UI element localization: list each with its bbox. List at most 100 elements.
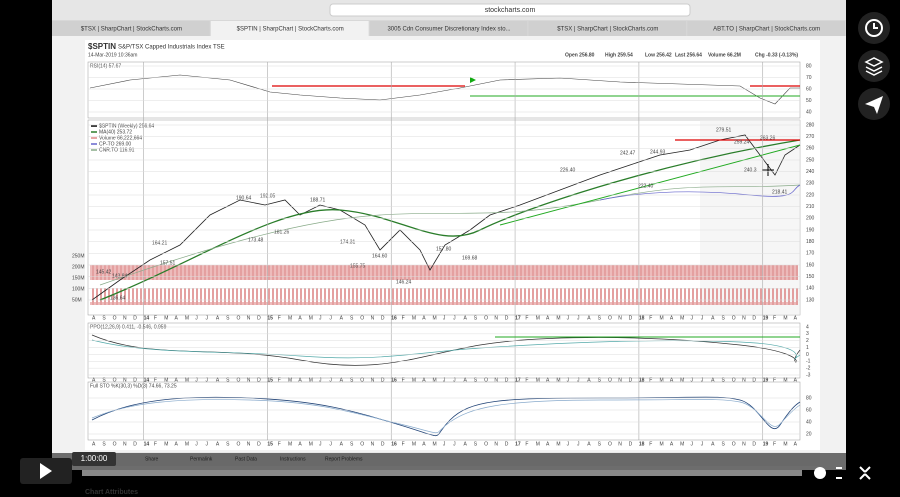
month-label: A xyxy=(422,315,426,321)
month-label: J xyxy=(206,441,209,447)
price-annotation: 143.84 xyxy=(112,273,128,279)
chart-area xyxy=(85,40,820,450)
tab[interactable] xyxy=(687,21,845,36)
month-label: D xyxy=(505,441,509,447)
symbol: $SPTIN xyxy=(88,42,116,51)
month-label: D xyxy=(257,377,261,383)
month-label: N xyxy=(123,441,127,447)
month-label: M xyxy=(309,315,313,321)
month-label: A xyxy=(794,377,798,383)
month-label: J xyxy=(443,377,446,383)
month-label: J xyxy=(567,377,570,383)
price-annotation: 164.60 xyxy=(372,253,388,259)
month-label: D xyxy=(381,315,385,321)
price-annotation: 181.26 xyxy=(274,229,290,235)
month-label: M xyxy=(309,441,313,447)
month-label: D xyxy=(505,377,509,383)
month-label: J xyxy=(453,315,456,321)
month-label: M xyxy=(660,315,664,321)
price-annotation: 157.51 xyxy=(160,260,176,266)
price-annotation: 190.64 xyxy=(236,195,252,201)
price-annotation: 174.31 xyxy=(340,239,356,245)
month-label: F xyxy=(525,377,528,383)
month-label: M xyxy=(185,377,189,383)
price-annotation: 263.26 xyxy=(760,135,776,141)
month-label: S xyxy=(350,441,354,447)
month-label: M xyxy=(536,377,540,383)
month-label: O xyxy=(608,377,612,383)
volume-bars xyxy=(90,265,798,305)
month-label: J xyxy=(195,441,198,447)
month-label: A xyxy=(587,441,591,447)
month-label: M xyxy=(309,377,313,383)
rsi-label: RSI(14) 57.67 xyxy=(90,63,121,69)
pip-icon[interactable] xyxy=(836,467,842,479)
month-label: S xyxy=(102,315,106,321)
chart-attributes: Chart Attributes xyxy=(85,489,138,496)
month-label: N xyxy=(742,377,746,383)
volume-tick: 250M xyxy=(72,253,85,259)
layers-icon xyxy=(864,57,884,76)
cnr-line xyxy=(599,184,801,201)
month-label: O xyxy=(236,377,240,383)
volume-tick: 50M xyxy=(72,297,82,303)
settings-icon[interactable] xyxy=(814,467,826,479)
month-label: A xyxy=(670,377,674,383)
month-label: O xyxy=(113,441,117,447)
month-label: N xyxy=(742,441,746,447)
month-label: D xyxy=(381,377,385,383)
cursor xyxy=(762,164,774,176)
month-label: D xyxy=(629,377,633,383)
tab[interactable] xyxy=(369,21,528,36)
ppo-signal xyxy=(91,339,801,360)
month-label: O xyxy=(236,315,240,321)
time: 1:00:00 xyxy=(81,454,108,463)
month-label: M xyxy=(433,441,437,447)
month-label: M xyxy=(433,377,437,383)
month-label: 19 xyxy=(763,441,769,447)
tab[interactable] xyxy=(528,21,687,36)
month-label: M xyxy=(783,315,787,321)
progress-bar[interactable] xyxy=(82,470,802,476)
month-label: J xyxy=(453,377,456,383)
month-label: J xyxy=(567,441,570,447)
month-label: J xyxy=(206,315,209,321)
month-label: J xyxy=(319,441,322,447)
rsi-tick: 50 xyxy=(806,98,812,104)
address-bar[interactable] xyxy=(329,3,691,17)
month-label: N xyxy=(494,441,498,447)
month-label: D xyxy=(752,441,756,447)
legend-entry: MA(40) 253.72 xyxy=(99,129,132,135)
time-tooltip xyxy=(72,452,116,466)
month-label: J xyxy=(195,377,198,383)
price-tick: 280 xyxy=(806,122,815,128)
month-label: J xyxy=(690,377,693,383)
tab[interactable] xyxy=(210,21,369,36)
ppo-label: PPO(12,26,9) 0.411, -0.546, 0.959 xyxy=(90,324,167,330)
ppo-tick: 3 xyxy=(806,331,809,337)
month-label: A xyxy=(216,315,220,321)
month-label: S xyxy=(721,377,725,383)
ppo-tick: 1 xyxy=(806,345,809,351)
fullscreen-icon[interactable] xyxy=(859,466,871,480)
trend-line xyxy=(499,144,801,226)
tab[interactable] xyxy=(52,21,210,36)
month-label: 17 xyxy=(515,441,521,447)
month-label: J xyxy=(443,315,446,321)
volume-tick: 200M xyxy=(72,264,85,270)
tab-title: ABT.TO | SharpChart | StockCharts.com xyxy=(713,27,820,33)
arrow xyxy=(470,77,476,83)
month-label: N xyxy=(123,315,127,321)
month-label: M xyxy=(164,377,168,383)
rsi-tick: 70 xyxy=(806,75,812,81)
month-label: A xyxy=(463,315,467,321)
month-label: F xyxy=(525,315,528,321)
month-label: F xyxy=(402,441,405,447)
price-annotation: 145.42 xyxy=(96,269,112,275)
month-label: D xyxy=(257,315,261,321)
rsi-line xyxy=(89,74,800,105)
sto-d xyxy=(91,399,801,434)
month-label: A xyxy=(340,315,344,321)
month-label: M xyxy=(185,315,189,321)
